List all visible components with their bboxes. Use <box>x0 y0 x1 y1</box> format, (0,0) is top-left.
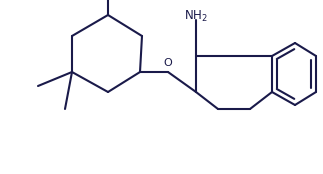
Text: NH$_2$: NH$_2$ <box>184 9 208 24</box>
Text: O: O <box>164 58 172 68</box>
